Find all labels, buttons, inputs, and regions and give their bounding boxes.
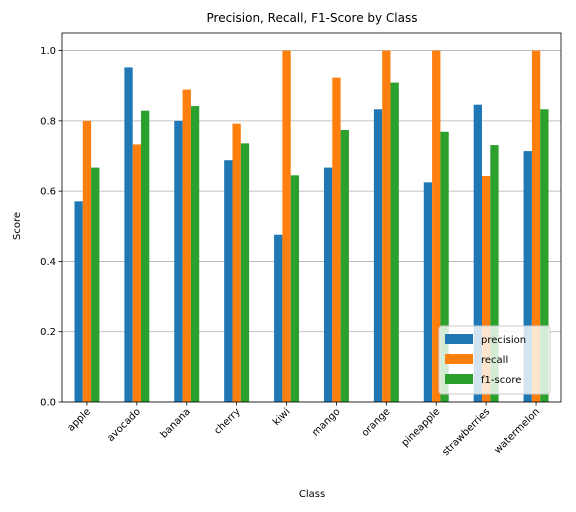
- bar-precision-banana: [174, 120, 183, 402]
- y-tick-label: 0.4: [40, 257, 56, 268]
- bar-recall-kiwi: [282, 50, 291, 402]
- bar-precision-cherry: [224, 160, 233, 402]
- bar-recall-strawberries: [481, 176, 491, 402]
- bar-precision-mango: [323, 167, 333, 402]
- legend-swatch-f1-score: [445, 374, 473, 384]
- legend-label-recall: recall: [481, 355, 508, 366]
- y-axis-label: Score: [12, 212, 23, 240]
- y-tick-label: 0.0: [40, 398, 56, 409]
- chart-title: Precision, Recall, F1-Score by Class: [207, 11, 418, 25]
- bar-f1-score-cherry: [240, 143, 250, 402]
- y-tick-label: 1.0: [40, 46, 56, 57]
- axes: [58, 32, 562, 406]
- bars: [74, 50, 549, 403]
- bar-precision-pineapple: [423, 182, 433, 402]
- plot-frame: [61, 32, 562, 403]
- bar-f1-score-kiwi: [290, 175, 300, 402]
- bar-recall-orange: [382, 50, 391, 402]
- bar-f1-score-banana: [190, 106, 200, 403]
- y-tick-label: 0.2: [40, 327, 56, 338]
- bar-recall-mango: [332, 77, 341, 402]
- bar-precision-orange: [373, 109, 383, 402]
- bar-f1-score-pineapple: [440, 131, 449, 402]
- bar-recall-avocado: [132, 144, 142, 402]
- bar-f1-score-apple: [91, 167, 100, 402]
- bar-f1-score-mango: [340, 129, 349, 402]
- bar-recall-cherry: [232, 123, 241, 402]
- bar-precision-kiwi: [274, 234, 283, 402]
- bar-precision-watermelon: [523, 151, 532, 402]
- bar-recall-apple: [82, 120, 92, 402]
- y-tick-label: 0.8: [40, 116, 56, 127]
- bar-f1-score-watermelon: [540, 109, 549, 402]
- legend-swatch-recall: [445, 354, 473, 364]
- bar-f1-score-avocado: [141, 110, 150, 402]
- y-tick-label: 0.6: [40, 187, 56, 198]
- bar-f1-score-orange: [390, 82, 399, 403]
- legend: precision recall f1-score: [438, 325, 551, 395]
- legend-label-f1-score: f1-score: [481, 375, 521, 386]
- bar-recall-pineapple: [432, 50, 441, 402]
- bar-f1-score-strawberries: [490, 145, 499, 402]
- bar-precision-strawberries: [473, 104, 482, 402]
- legend-swatch-precision: [445, 334, 473, 344]
- legend-label-precision: precision: [481, 335, 526, 346]
- bar-recall-banana: [182, 89, 191, 402]
- bar-precision-apple: [74, 201, 83, 402]
- bar-recall-watermelon: [531, 50, 541, 402]
- x-axis-label: Class: [299, 489, 325, 500]
- bar-precision-avocado: [124, 67, 133, 402]
